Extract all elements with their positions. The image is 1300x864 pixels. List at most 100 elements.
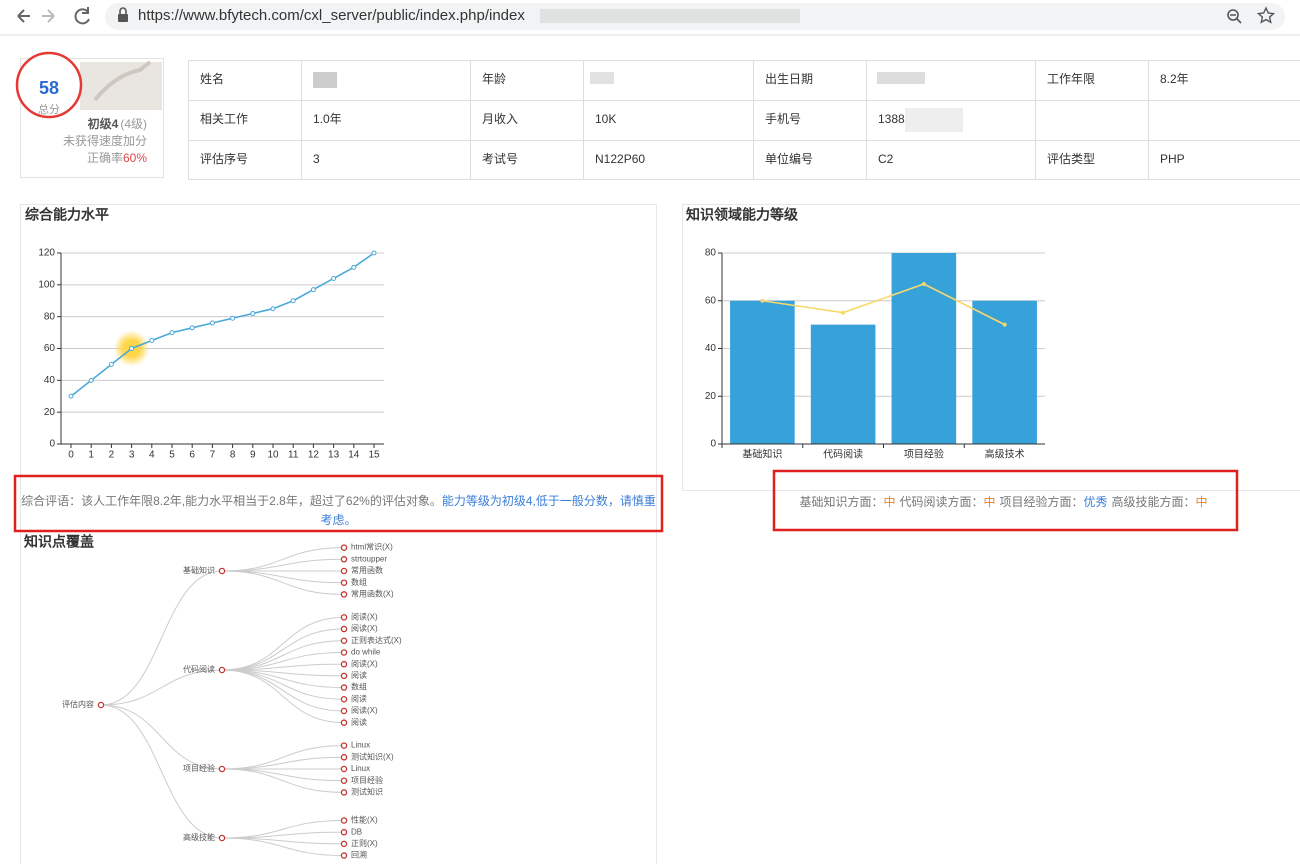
tree-link xyxy=(100,704,223,839)
x-tick-label: 7 xyxy=(210,450,216,461)
cell-label: 相关工作 xyxy=(200,112,248,126)
score-circle xyxy=(15,51,83,119)
x-tick-label: 10 xyxy=(267,450,279,461)
cell-value: N122P60 xyxy=(595,152,645,166)
leaf-label: 阅读 xyxy=(351,670,367,680)
point xyxy=(921,282,926,287)
reload-button[interactable] xyxy=(74,7,90,25)
y-tick-label: 0 xyxy=(710,439,716,450)
summary-label: 项目经验方面： xyxy=(999,495,1084,509)
bar xyxy=(972,300,1037,444)
branch-label: 代码阅读 xyxy=(183,664,215,674)
point xyxy=(209,320,215,326)
comment: 综合评语：该人工作年限8.2年,能力水平相当于2.8年，超过了62%的评估对象。… xyxy=(18,492,659,530)
tree-node xyxy=(340,660,348,668)
score-value: 58 xyxy=(39,78,59,98)
tree-link xyxy=(100,669,223,706)
x-tick-label: 9 xyxy=(250,450,256,461)
score-label: 总分 xyxy=(38,102,60,116)
leaf-label: Linux xyxy=(351,764,370,773)
leaf-label: 测试知识 xyxy=(351,787,383,797)
y-tick-label: 120 xyxy=(38,248,55,259)
cell-value: 1388 xyxy=(878,112,905,126)
tree-link xyxy=(221,547,345,572)
tree-node xyxy=(340,579,348,586)
y-tick-label: 100 xyxy=(38,279,55,290)
y-tick-label: 80 xyxy=(44,311,56,322)
summary-grade: 中 xyxy=(983,495,996,509)
point xyxy=(270,306,276,312)
cell-value: 3 xyxy=(313,152,320,166)
level-name: 初级4 xyxy=(88,116,119,131)
y-tick-label: 60 xyxy=(705,295,717,306)
point xyxy=(108,361,114,367)
point xyxy=(169,330,175,336)
tree-node xyxy=(340,754,348,761)
y-tick-label: 60 xyxy=(44,343,56,354)
point xyxy=(250,310,256,316)
branch-label: 基础知识 xyxy=(183,565,215,575)
back-button[interactable] xyxy=(17,9,30,23)
point xyxy=(88,377,94,383)
x-tick-label: 5 xyxy=(169,450,175,461)
point xyxy=(290,298,296,304)
summary-grade: 中 xyxy=(1195,495,1208,509)
forward-button[interactable] xyxy=(42,9,55,23)
cell-label: 月收入 xyxy=(482,112,518,126)
leaf-label: 测试知识(X) xyxy=(351,751,394,761)
x-tick-label: 14 xyxy=(348,450,360,461)
tree-node xyxy=(340,742,348,749)
cell-label: 评估序号 xyxy=(200,151,248,166)
tree-link xyxy=(221,640,345,671)
point xyxy=(841,310,846,315)
blur xyxy=(877,72,925,84)
tree-node xyxy=(340,817,348,824)
point xyxy=(230,315,236,321)
leaf-label: 正则表达式(X) xyxy=(351,635,402,645)
tree-node xyxy=(340,649,348,656)
level-sub: (4级) xyxy=(120,117,147,131)
bar xyxy=(730,300,795,444)
card-photo xyxy=(80,62,162,110)
comment-text: 综合评语：该人工作年限8.2年,能力水平相当于2.8年，超过了62%的评估对象。… xyxy=(18,492,659,530)
blur xyxy=(905,108,963,132)
level: 初级4 (4级) xyxy=(88,116,147,131)
summary-grade: 优秀 xyxy=(1083,495,1108,509)
highlight-box xyxy=(13,474,664,533)
point xyxy=(310,287,316,293)
tree-link xyxy=(221,768,345,793)
bar-chart: 知识领域能力等级 0 20 40 60 80 基础知识 代码阅读 项目经验 高级技术 xyxy=(686,207,1045,461)
x-tick-label: 13 xyxy=(328,450,340,461)
tree-node xyxy=(218,666,226,674)
cell-label: 手机号 xyxy=(765,112,801,126)
x-tick-label: 高级技术 xyxy=(985,448,1025,461)
tree-link xyxy=(221,628,345,671)
line xyxy=(70,252,375,397)
summary-label: 高级技能方面： xyxy=(1111,495,1196,509)
tree-node xyxy=(340,637,348,645)
chart-title: 知识领域能力等级 xyxy=(686,207,799,223)
x-tick-label: 6 xyxy=(189,450,195,461)
lock-icon xyxy=(118,14,128,22)
cell-label: 单位编号 xyxy=(765,151,813,166)
cell-label: 评估类型 xyxy=(1047,152,1095,166)
tree: 知识点覆盖 html常识(X)strtoupper常用函数数组常用函数(X)基础知… xyxy=(24,534,402,860)
accuracy-label: 正确率 xyxy=(87,150,123,165)
tree-node xyxy=(340,684,348,691)
tree-node xyxy=(340,625,348,633)
url: https://www.bfytech.com/cxl_server/publi… xyxy=(138,7,525,24)
zoom-icon[interactable] xyxy=(1227,9,1239,21)
root-label: 评估内容 xyxy=(62,699,94,709)
tree-node xyxy=(340,672,348,680)
y-tick-label: 20 xyxy=(44,407,56,418)
tree-title: 知识点覆盖 xyxy=(24,534,94,550)
bookmark-star[interactable] xyxy=(1256,6,1276,24)
cell-label: 考试号 xyxy=(482,151,518,166)
tree-node xyxy=(340,719,348,726)
tree-node xyxy=(340,544,348,551)
y-tick-label: 80 xyxy=(705,248,717,259)
tree-node xyxy=(340,828,348,836)
leaf-label: 常用函数(X) xyxy=(351,589,394,599)
point xyxy=(1002,322,1007,327)
